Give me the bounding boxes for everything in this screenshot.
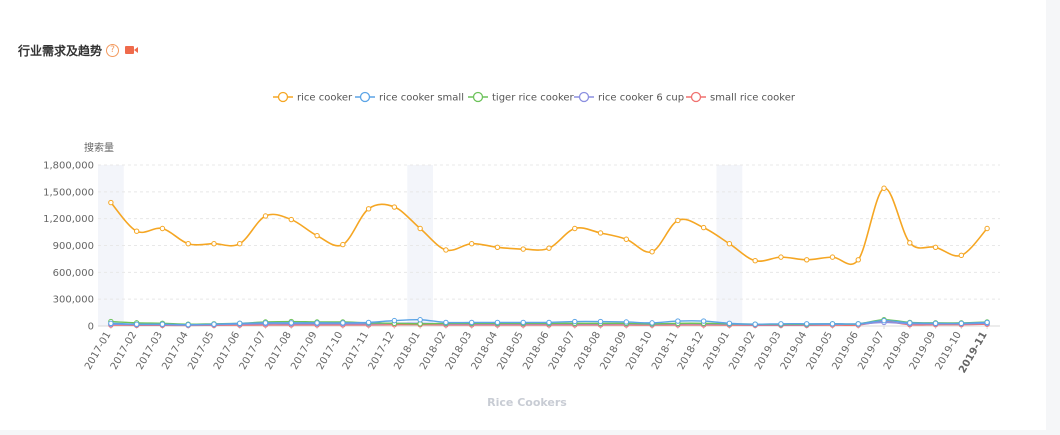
data-point[interactable] bbox=[417, 225, 423, 232]
data-point[interactable] bbox=[288, 216, 294, 223]
data-point[interactable] bbox=[984, 319, 990, 326]
data-point[interactable] bbox=[546, 319, 552, 326]
data-point[interactable] bbox=[443, 247, 449, 253]
data-point[interactable] bbox=[133, 321, 140, 327]
data-point[interactable] bbox=[623, 319, 630, 325]
data-point[interactable] bbox=[391, 204, 398, 210]
legend-item-label[interactable]: rice cooker small bbox=[379, 93, 464, 104]
legend-item-label[interactable]: tiger rice cooker bbox=[492, 93, 575, 104]
data-point[interactable] bbox=[778, 321, 784, 327]
data-point[interactable] bbox=[804, 321, 810, 327]
data-point[interactable] bbox=[546, 245, 552, 251]
legend-marker[interactable] bbox=[277, 91, 289, 103]
data-point[interactable] bbox=[314, 232, 320, 239]
data-point[interactable] bbox=[597, 318, 604, 325]
data-point[interactable] bbox=[494, 244, 501, 250]
data-point[interactable] bbox=[572, 225, 578, 232]
data-point[interactable] bbox=[211, 241, 217, 247]
data-point[interactable] bbox=[468, 241, 475, 247]
chart-card bbox=[0, 0, 1046, 430]
data-point[interactable] bbox=[881, 185, 887, 191]
data-point[interactable] bbox=[133, 228, 140, 234]
data-point[interactable] bbox=[108, 320, 114, 327]
data-point[interactable] bbox=[907, 240, 913, 246]
question-circle-icon[interactable]: ? bbox=[106, 43, 120, 57]
y-axis-label: 搜索量 bbox=[84, 141, 114, 154]
legend-marker[interactable] bbox=[578, 91, 590, 103]
data-point[interactable] bbox=[108, 199, 114, 206]
legend-marker[interactable] bbox=[359, 91, 371, 103]
data-point[interactable] bbox=[211, 321, 217, 327]
data-point[interactable] bbox=[237, 241, 243, 247]
series-line bbox=[110, 187, 988, 266]
data-point[interactable] bbox=[804, 257, 810, 263]
page-gutter bbox=[1046, 0, 1060, 435]
legend-item-label[interactable]: rice cooker 6 cup bbox=[598, 93, 684, 104]
data-point[interactable] bbox=[958, 252, 965, 259]
data-point[interactable] bbox=[262, 213, 269, 219]
data-point[interactable] bbox=[958, 320, 965, 327]
data-point[interactable] bbox=[778, 254, 784, 260]
data-point[interactable] bbox=[520, 319, 526, 326]
data-point[interactable] bbox=[520, 246, 526, 252]
data-point[interactable] bbox=[340, 241, 346, 248]
data-point[interactable] bbox=[932, 320, 939, 327]
data-point[interactable] bbox=[932, 244, 939, 250]
data-point[interactable] bbox=[881, 317, 887, 324]
y-tick-label: 1,200,000 bbox=[43, 214, 94, 225]
data-point[interactable] bbox=[726, 320, 733, 327]
y-tick-label: 0 bbox=[88, 322, 94, 333]
data-point[interactable] bbox=[340, 320, 346, 326]
data-point[interactable] bbox=[649, 320, 655, 326]
data-point[interactable] bbox=[984, 225, 990, 232]
data-point[interactable] bbox=[623, 236, 630, 242]
x-axis-title: Rice Cookers bbox=[487, 396, 567, 409]
data-point[interactable] bbox=[649, 249, 655, 255]
data-point[interactable] bbox=[288, 320, 294, 326]
y-tick-label: 600,000 bbox=[53, 268, 94, 279]
data-point[interactable] bbox=[159, 321, 166, 327]
data-point[interactable] bbox=[185, 241, 191, 247]
data-point[interactable] bbox=[752, 321, 758, 327]
y-tick-label: 900,000 bbox=[53, 241, 94, 252]
data-point[interactable] bbox=[391, 317, 398, 324]
data-point[interactable] bbox=[185, 321, 191, 328]
data-point[interactable] bbox=[855, 257, 861, 263]
data-point[interactable] bbox=[726, 241, 733, 247]
data-point[interactable] bbox=[468, 319, 475, 326]
data-point[interactable] bbox=[597, 230, 604, 236]
section-title: 行业需求及趋势 bbox=[18, 43, 103, 58]
data-point[interactable] bbox=[829, 254, 836, 260]
data-point[interactable] bbox=[752, 258, 758, 264]
section-header: 行业需求及趋势 ? bbox=[18, 40, 139, 60]
data-point[interactable] bbox=[829, 321, 836, 327]
y-tick-label: 1,500,000 bbox=[43, 187, 94, 198]
data-point[interactable] bbox=[675, 217, 681, 224]
y-tick-label: 1,800,000 bbox=[43, 161, 94, 172]
y-tick-label: 300,000 bbox=[53, 295, 94, 306]
data-point[interactable] bbox=[907, 320, 913, 326]
data-point[interactable] bbox=[443, 319, 449, 326]
data-point[interactable] bbox=[262, 320, 269, 326]
data-point[interactable] bbox=[417, 317, 423, 323]
legend-marker[interactable] bbox=[690, 91, 702, 103]
data-point[interactable] bbox=[700, 224, 707, 231]
data-point[interactable] bbox=[237, 320, 243, 327]
data-point[interactable] bbox=[855, 321, 861, 327]
data-point[interactable] bbox=[700, 318, 707, 324]
data-point[interactable] bbox=[314, 320, 320, 326]
legend-item-label[interactable]: rice cooker bbox=[297, 93, 353, 104]
data-point[interactable] bbox=[572, 318, 578, 325]
legend-marker[interactable] bbox=[472, 91, 484, 103]
legend-item-label[interactable]: small rice cooker bbox=[710, 93, 796, 104]
data-point[interactable] bbox=[365, 319, 372, 326]
data-point[interactable] bbox=[494, 319, 501, 326]
data-point[interactable] bbox=[675, 318, 681, 324]
data-point[interactable] bbox=[159, 225, 166, 232]
video-camera-icon[interactable] bbox=[125, 45, 139, 55]
data-point[interactable] bbox=[365, 206, 372, 212]
